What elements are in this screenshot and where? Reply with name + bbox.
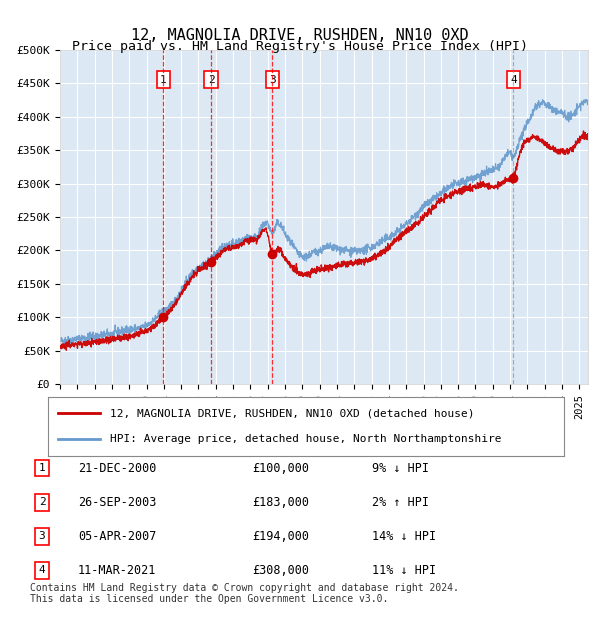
Text: 9% ↓ HPI: 9% ↓ HPI	[372, 462, 429, 474]
Text: 11% ↓ HPI: 11% ↓ HPI	[372, 564, 436, 577]
Text: £100,000: £100,000	[252, 462, 309, 474]
Text: 12, MAGNOLIA DRIVE, RUSHDEN, NN10 0XD: 12, MAGNOLIA DRIVE, RUSHDEN, NN10 0XD	[131, 28, 469, 43]
Text: 2: 2	[38, 497, 46, 507]
Text: 2% ↑ HPI: 2% ↑ HPI	[372, 496, 429, 508]
Text: 1: 1	[38, 463, 46, 473]
Text: 12, MAGNOLIA DRIVE, RUSHDEN, NN10 0XD (detached house): 12, MAGNOLIA DRIVE, RUSHDEN, NN10 0XD (d…	[110, 409, 475, 419]
Text: 05-APR-2007: 05-APR-2007	[78, 530, 157, 542]
Text: Contains HM Land Registry data © Crown copyright and database right 2024.
This d: Contains HM Land Registry data © Crown c…	[30, 583, 459, 604]
Text: £194,000: £194,000	[252, 530, 309, 542]
Text: 26-SEP-2003: 26-SEP-2003	[78, 496, 157, 508]
Text: £183,000: £183,000	[252, 496, 309, 508]
Text: Price paid vs. HM Land Registry's House Price Index (HPI): Price paid vs. HM Land Registry's House …	[72, 40, 528, 53]
Text: 2: 2	[208, 75, 215, 85]
Text: 4: 4	[38, 565, 46, 575]
Text: HPI: Average price, detached house, North Northamptonshire: HPI: Average price, detached house, Nort…	[110, 434, 502, 444]
Text: 14% ↓ HPI: 14% ↓ HPI	[372, 530, 436, 542]
Text: 4: 4	[510, 75, 517, 85]
Text: 21-DEC-2000: 21-DEC-2000	[78, 462, 157, 474]
Text: 3: 3	[269, 75, 275, 85]
Text: 1: 1	[160, 75, 167, 85]
Text: 11-MAR-2021: 11-MAR-2021	[78, 564, 157, 577]
Text: 3: 3	[38, 531, 46, 541]
Text: £308,000: £308,000	[252, 564, 309, 577]
